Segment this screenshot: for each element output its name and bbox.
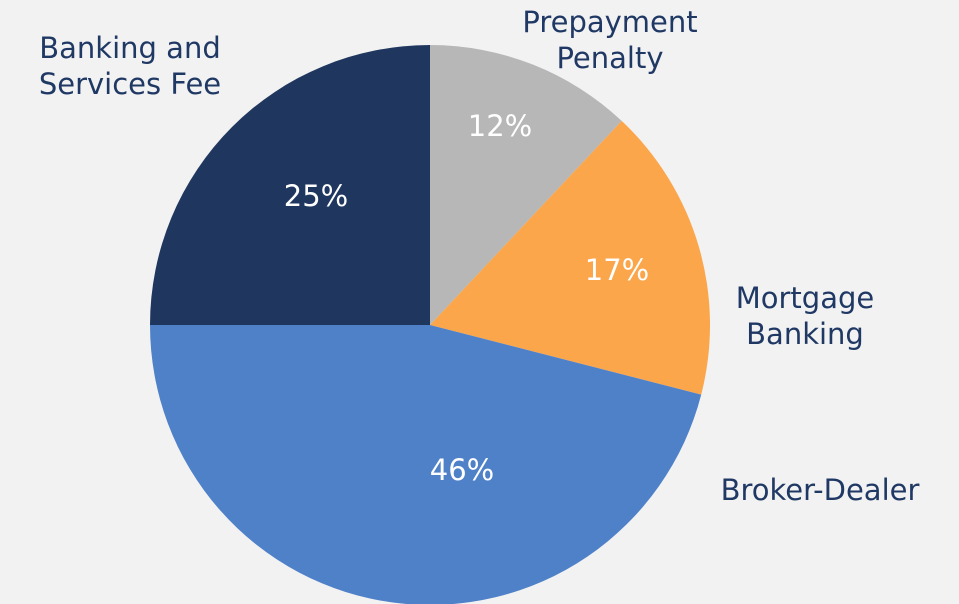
pie-slice xyxy=(430,120,710,395)
value-label: 46% xyxy=(430,453,494,487)
pie-slice xyxy=(150,45,430,325)
category-label: Banking and Services Fee xyxy=(39,31,221,101)
pie-slice xyxy=(430,45,622,325)
value-label: 12% xyxy=(468,109,532,143)
value-label: 17% xyxy=(585,253,649,287)
category-label: Prepayment Penalty xyxy=(522,5,697,75)
category-label: Mortgage Banking xyxy=(736,281,875,351)
pie-slice xyxy=(150,325,702,604)
value-label: 25% xyxy=(284,179,348,213)
category-label: Broker-Dealer xyxy=(721,473,920,507)
